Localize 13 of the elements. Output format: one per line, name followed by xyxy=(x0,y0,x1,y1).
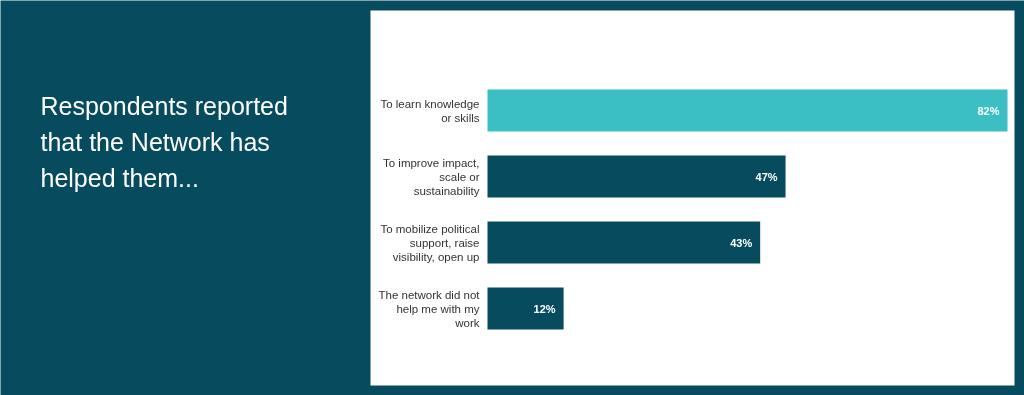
text: Respondents reported that the Network has helped them... xyxy=(40,91,288,192)
bar xyxy=(487,287,564,330)
data-label: 47% xyxy=(755,170,778,183)
bar xyxy=(487,89,1008,132)
bar xyxy=(487,221,761,264)
y-tick-label: To learn knowledge or skills xyxy=(380,97,480,124)
bar xyxy=(487,155,786,198)
y-tick-label: To improve impact, scale or sustainability xyxy=(383,156,480,197)
y-tick-label: The network did not help me with my work xyxy=(378,288,481,329)
data-label: 43% xyxy=(730,236,753,249)
data-label: 82% xyxy=(977,104,1000,117)
y-tick-label: To mobilize political support, raise visibility, open up xyxy=(380,222,480,263)
data-label: 12% xyxy=(533,302,556,315)
